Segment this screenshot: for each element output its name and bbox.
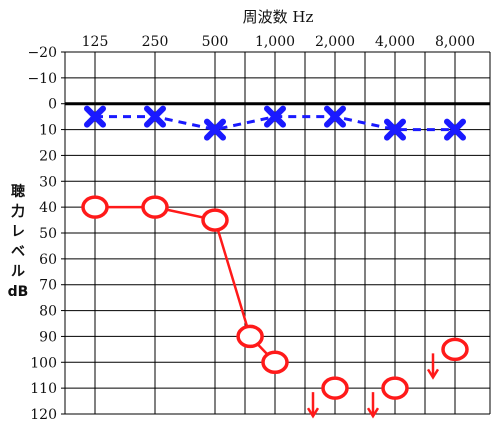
data-point-x-marker — [264, 105, 286, 128]
data-point-circle-marker — [201, 208, 229, 232]
y-axis-label-char: 力 — [11, 203, 25, 220]
y-tick-label: 100 — [30, 355, 57, 371]
no-response-arrow — [426, 353, 440, 380]
data-point-circle-marker — [141, 195, 169, 219]
y-axis-label-char: 聴 — [11, 184, 25, 200]
no-response-arrow — [306, 392, 320, 419]
y-axis-label-char: ベ — [11, 244, 25, 260]
y-tick-label: 0 — [48, 97, 57, 113]
y-tick-label: 30 — [39, 174, 57, 190]
data-point-circle-marker — [261, 350, 289, 375]
x-tick-label: 8,000 — [435, 34, 475, 50]
x-tick-label: 2,000 — [315, 34, 355, 50]
y-axis-label-char: ル — [11, 264, 25, 280]
y-tick-label: 70 — [39, 278, 57, 294]
data-point-circle-no-response — [381, 376, 409, 400]
x-tick-labels: 125 250 500 1,000 2,000 4,000 8,000 — [82, 34, 475, 50]
x-tick-label: 1,000 — [255, 34, 295, 50]
data-point-x-marker — [384, 118, 406, 141]
x-tick-label: 500 — [202, 34, 229, 50]
data-point-x-marker — [204, 118, 226, 141]
y-tick-label: −20 — [27, 45, 57, 61]
y-tick-labels: −20 −10 0 10 20 30 40 50 60 70 80 90 100 110 120 — [27, 45, 57, 423]
data-point-circle-no-response — [321, 376, 349, 400]
y-tick-label: 10 — [39, 123, 57, 139]
y-axis-label-char: dB — [8, 284, 29, 300]
data-point-x-marker — [324, 105, 346, 128]
y-tick-label: 120 — [30, 407, 57, 423]
x-tick-label: 125 — [82, 34, 109, 50]
x-tick-label: 250 — [142, 34, 169, 50]
y-tick-label: 60 — [39, 252, 57, 268]
data-point-circle-marker — [236, 324, 264, 349]
data-point-x-marker — [84, 105, 106, 128]
y-tick-label: 110 — [30, 381, 57, 397]
data-point-x-marker — [444, 118, 466, 141]
no-response-arrow — [366, 392, 380, 419]
data-point-circle-no-response — [441, 337, 469, 362]
data-point-x-marker — [144, 105, 166, 128]
y-tick-label: 50 — [39, 226, 57, 242]
series-layer — [81, 105, 469, 419]
x-tick-label: 4,000 — [375, 34, 415, 50]
y-tick-label: 90 — [39, 329, 57, 345]
y-tick-label: 20 — [39, 148, 57, 164]
y-tick-label: 80 — [39, 304, 57, 320]
y-tick-label: 40 — [39, 200, 57, 216]
y-tick-label: −10 — [27, 71, 57, 87]
y-axis-label-char: レ — [11, 224, 25, 240]
chart-title: 周波数 Hz — [243, 8, 314, 26]
data-point-circle-marker — [81, 195, 109, 219]
